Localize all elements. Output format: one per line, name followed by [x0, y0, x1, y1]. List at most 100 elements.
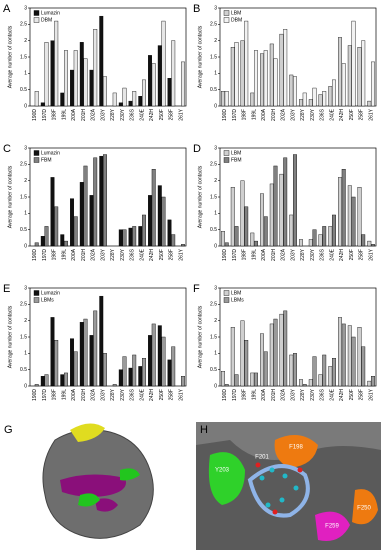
bar — [142, 79, 146, 107]
y-tick-label: 2.5 — [20, 22, 27, 28]
x-tick-label: 198F — [242, 249, 248, 260]
bar — [103, 154, 107, 247]
x-tick-label: 242H — [339, 249, 345, 261]
x-tick-label: 250F — [159, 109, 165, 120]
x-tick-label: 199L — [251, 109, 257, 120]
bar — [132, 354, 137, 387]
x-tick-label: 228Y — [300, 388, 306, 400]
y-tick-label: 2 — [24, 38, 27, 44]
bar — [234, 374, 239, 387]
bar — [234, 226, 239, 247]
x-tick-label: 197D — [42, 109, 48, 121]
bar — [328, 366, 333, 387]
y-tick-label: 0 — [24, 383, 27, 389]
x-tick-label: 228Y — [110, 388, 116, 400]
y-tick-label: 1.5 — [20, 54, 27, 60]
bar — [54, 206, 59, 247]
x-tick-label: 202A — [91, 108, 97, 120]
y-tick-label: 0 — [24, 243, 27, 249]
bar — [70, 69, 74, 107]
bar — [351, 196, 356, 247]
x-tick-label: 240E — [139, 108, 145, 120]
x-tick-label: 228Y — [110, 108, 116, 120]
bar — [240, 40, 245, 107]
x-tick-label: 236S — [320, 388, 326, 400]
x-tick-label: 203Y — [290, 388, 296, 400]
y-tick-label: 0.5 — [210, 367, 217, 373]
x-tick-label: 200A — [261, 248, 267, 260]
x-tick-label: 258F — [169, 249, 175, 260]
x-tick-label: 250F — [349, 249, 355, 260]
y-tick-label: 3 — [24, 145, 27, 151]
bar — [64, 372, 68, 387]
bar — [338, 317, 342, 387]
x-tick-label: 258F — [359, 249, 365, 260]
bar — [361, 234, 366, 247]
bar — [260, 333, 264, 387]
y-tick-label: 2.5 — [20, 302, 27, 308]
bar — [250, 92, 255, 107]
bar — [60, 234, 65, 247]
panel-label: H — [200, 424, 208, 436]
bar — [70, 198, 74, 247]
bar — [83, 165, 88, 247]
y-tick-label: 1 — [214, 71, 217, 77]
residue-label: F201 — [255, 455, 269, 461]
bar — [279, 33, 284, 107]
y-axis-label: Average number of contacts — [7, 165, 13, 228]
x-tick-label: 228Y — [300, 108, 306, 120]
bar — [118, 229, 123, 247]
legend-swatch — [223, 150, 230, 156]
x-tick-label: 202A — [91, 388, 97, 400]
x-tick-label: 230Y — [120, 108, 126, 120]
y-tick-label: 1.5 — [210, 54, 217, 60]
x-tick-label: 201H — [271, 389, 277, 401]
bar — [263, 351, 268, 387]
bar — [260, 53, 264, 107]
bar — [64, 50, 68, 107]
panel-label: C — [3, 143, 11, 155]
bar — [230, 47, 235, 107]
x-tick-label: 236S — [320, 248, 326, 260]
legend-swatch — [33, 10, 40, 16]
x-tick-label: 236S — [130, 388, 136, 400]
x-tick-label: 202A — [281, 388, 287, 400]
x-tick-label: 242H — [149, 109, 155, 121]
x-tick-label: 198F — [52, 249, 58, 260]
bar — [332, 214, 336, 247]
bar — [151, 63, 156, 107]
panel-label: D — [193, 143, 201, 155]
bar — [148, 195, 152, 247]
bar — [308, 99, 313, 107]
bar — [322, 354, 327, 387]
x-tick-label: 201H — [271, 249, 277, 261]
bar — [161, 20, 166, 107]
y-axis-label: Average number of contacts — [197, 165, 203, 228]
bar — [322, 91, 327, 107]
y-tick-label: 2 — [214, 178, 217, 184]
x-tick-label: 258F — [359, 389, 365, 400]
bar — [293, 353, 297, 387]
bar — [50, 177, 55, 247]
legend-label: Lumazin — [41, 150, 60, 156]
x-tick-label: 242H — [339, 109, 345, 121]
bar — [148, 335, 152, 387]
x-tick-label: 261Y — [178, 248, 184, 260]
x-tick-label: 240E — [329, 388, 335, 400]
legend-swatch — [33, 297, 40, 303]
bar — [89, 69, 94, 107]
legend-label: Lumazin — [41, 10, 60, 16]
x-tick-label: 198F — [52, 109, 58, 120]
x-tick-label: 240E — [139, 388, 145, 400]
bar — [122, 87, 127, 107]
bar — [142, 214, 146, 247]
bar — [367, 240, 372, 247]
residue-label: F250 — [357, 506, 371, 512]
residue-label: F198 — [289, 445, 303, 451]
bar — [73, 50, 78, 107]
y-tick-label: 2.5 — [210, 22, 217, 28]
bar — [279, 313, 284, 387]
bar — [181, 244, 185, 247]
legend-label: LBM — [231, 290, 241, 296]
bar — [112, 384, 117, 387]
